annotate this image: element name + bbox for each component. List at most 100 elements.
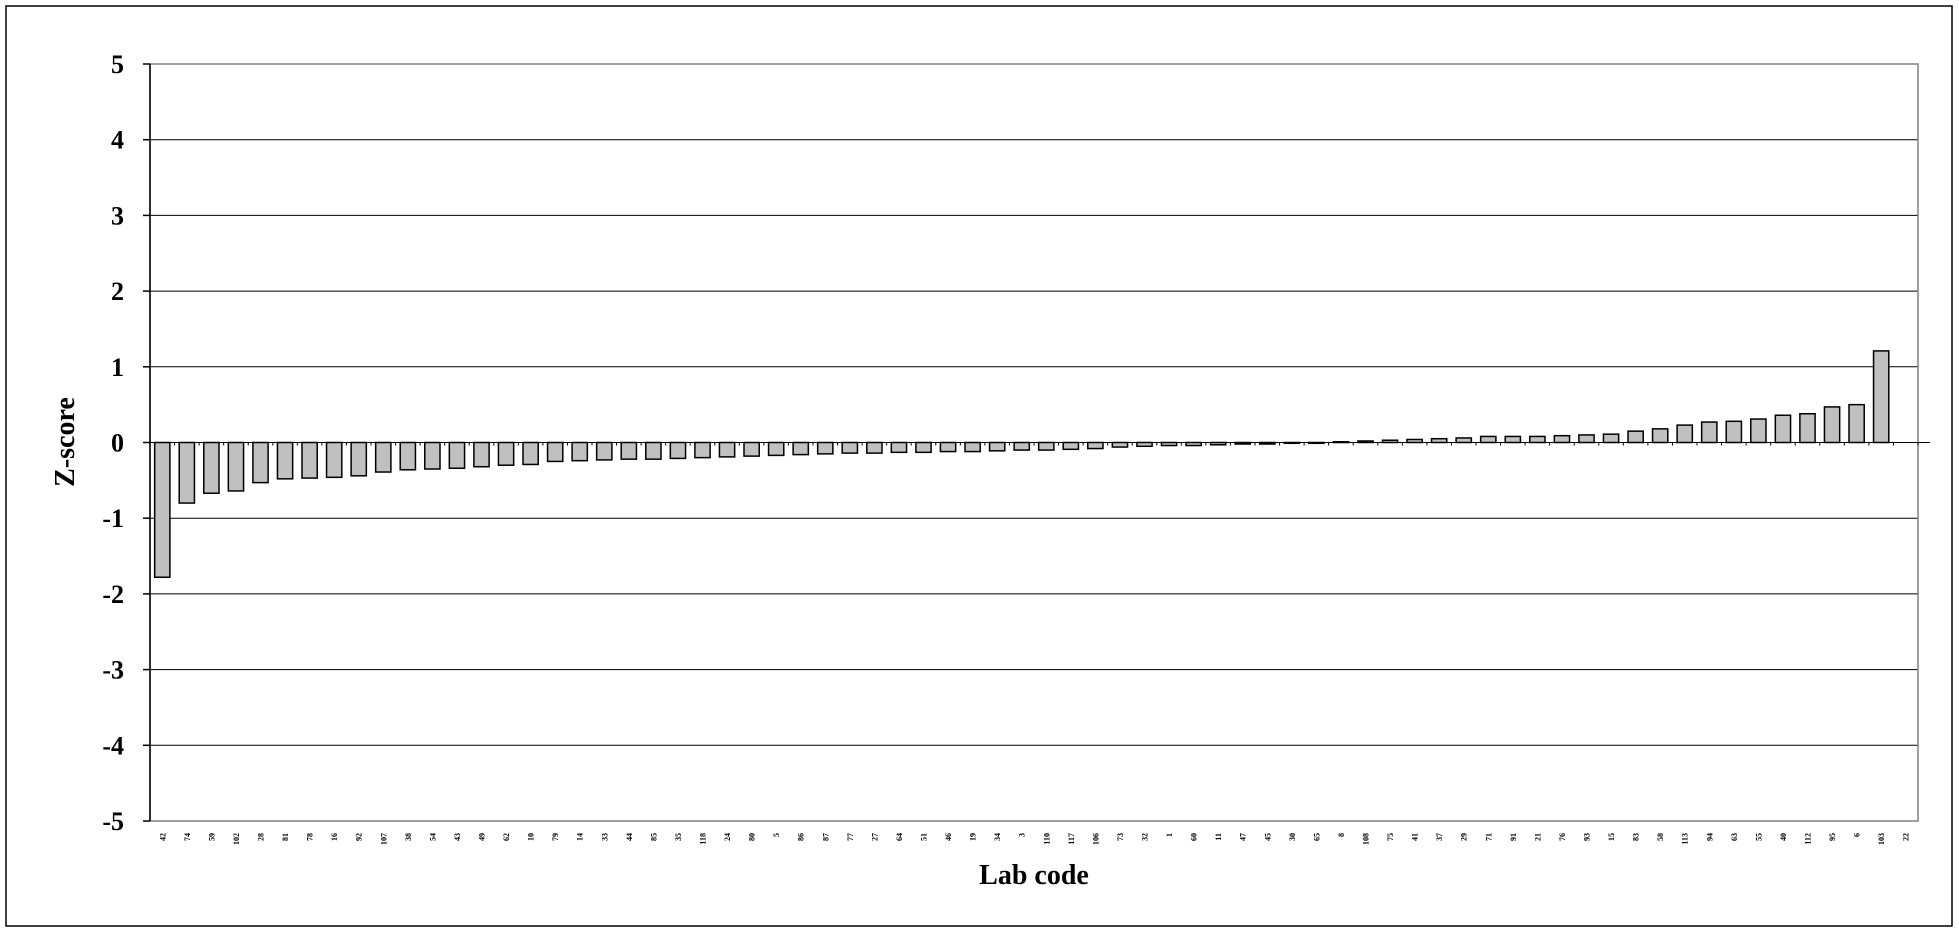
x-tick-label: 34 (993, 833, 1002, 841)
x-tick-label: 93 (1583, 833, 1592, 841)
x-tick-label: 42 (158, 833, 167, 841)
y-tick-label: -1 (102, 504, 124, 533)
x-tick-label: 44 (625, 833, 634, 841)
x-tick-label: 59 (207, 833, 216, 841)
x-tick-label: 85 (649, 833, 658, 841)
bar-lab-10 (522, 441, 539, 466)
bar-lab-106 (1087, 441, 1104, 450)
x-tick-label: 35 (674, 833, 683, 841)
x-axis-tick-labels: 42 74 59 102 28 81 78 16 92 107 38 54 43 49 62 10 79 14 33… (158, 833, 1910, 845)
bar-lab-76 (1553, 434, 1571, 444)
x-tick-label: 74 (183, 833, 192, 841)
x-tick-label: 64 (895, 833, 904, 841)
y-axis-title: Z-score (50, 397, 81, 487)
x-tick-label: 30 (1288, 833, 1297, 841)
bar-lab-118 (694, 441, 711, 459)
y-axis-ticks: 5 4 3 2 1 0 -1 -2 -3 -4 -5 (102, 50, 124, 836)
y-tick-label: 5 (111, 50, 124, 79)
bar-lab-78 (301, 441, 318, 479)
bar-lab-58 (1651, 428, 1669, 444)
bar-lab-93 (1578, 434, 1595, 444)
x-tick-label: 107 (379, 833, 388, 845)
bar-lab-40 (1774, 414, 1792, 444)
x-tick-label: 77 (846, 833, 855, 841)
bar-lab-74 (178, 441, 196, 504)
bar-lab-44 (620, 441, 638, 460)
x-tick-label: 75 (1386, 833, 1395, 841)
x-tick-label: 108 (1362, 833, 1371, 845)
bar-lab-59 (203, 441, 220, 494)
x-tick-label: 19 (969, 833, 978, 841)
x-tick-label: 51 (920, 833, 929, 841)
y-tick-label: 0 (111, 429, 124, 458)
y-axis-tick-marks (143, 63, 150, 822)
bar-lab-21 (1529, 435, 1546, 444)
x-tick-label: 71 (1484, 833, 1493, 841)
bar-lab-62 (497, 441, 515, 466)
x-tick-label: 21 (1533, 833, 1542, 841)
bar-lab-24 (718, 441, 736, 458)
y-tick-label: -4 (102, 731, 124, 760)
x-tick-label: 38 (404, 833, 413, 841)
bar-lab-103 (1872, 350, 1890, 444)
x-tick-label: 29 (1460, 833, 1469, 841)
bar-lab-91 (1504, 435, 1522, 444)
bar-lab-63 (1725, 420, 1743, 444)
bar-lab-86 (792, 441, 810, 456)
x-tick-label: 103 (1877, 833, 1886, 845)
x-tick-label: 37 (1435, 833, 1444, 841)
bar-lab-112 (1799, 412, 1816, 444)
x-tick-label: 47 (1239, 833, 1248, 841)
x-tick-label: 16 (330, 833, 339, 841)
bar-lab-85 (645, 441, 662, 460)
x-tick-label: 11 (1214, 833, 1223, 841)
bar-lab-5 (767, 441, 785, 457)
bar-lab-16 (325, 441, 343, 479)
x-tick-label: 73 (1116, 833, 1125, 841)
x-tick-label: 92 (355, 833, 364, 841)
x-tick-label: 94 (1705, 833, 1714, 841)
bar-lab-92 (350, 441, 368, 477)
x-tick-label: 40 (1779, 833, 1788, 841)
x-tick-label: 102 (232, 833, 241, 845)
bar-lab-117 (1062, 441, 1080, 451)
bar-lab-43 (448, 441, 466, 469)
bar-lab-110 (1037, 441, 1055, 451)
bar-lab-42 (153, 441, 171, 578)
x-axis-title: Lab code (979, 860, 1089, 891)
x-tick-label: 33 (600, 833, 609, 841)
bar-lab-29 (1455, 437, 1473, 444)
bar-lab-6 (1848, 403, 1865, 444)
bar-lab-34 (988, 441, 1006, 452)
y-tick-label: -3 (102, 656, 124, 685)
x-tick-label: 6 (1853, 833, 1862, 837)
x-tick-label: 46 (944, 833, 953, 841)
x-tick-label: 28 (257, 833, 266, 841)
x-tick-label: 55 (1754, 833, 1763, 841)
y-tick-label: -5 (102, 807, 124, 836)
y-tick-label: 2 (111, 277, 124, 306)
bar-lab-113 (1676, 424, 1694, 444)
x-tick-label: 41 (1411, 833, 1420, 841)
x-tick-label: 49 (478, 833, 487, 841)
x-tick-label: 110 (1042, 833, 1051, 845)
x-tick-label: 58 (1656, 833, 1665, 841)
bar-lab-19 (964, 441, 981, 453)
x-tick-label: 3 (1018, 833, 1027, 837)
x-tick-label: 15 (1607, 833, 1616, 841)
x-tick-label: 112 (1804, 833, 1813, 845)
zero-baseline-ticks (149, 442, 1919, 446)
bar-lab-102 (227, 441, 245, 492)
x-tick-label: 80 (748, 833, 757, 841)
x-tick-label: 106 (1091, 833, 1100, 845)
x-tick-label: 1 (1165, 833, 1174, 837)
x-tick-label: 60 (1190, 833, 1199, 841)
x-tick-label: 14 (576, 833, 585, 841)
x-tick-label: 5 (772, 833, 781, 837)
bar-lab-87 (816, 441, 834, 455)
x-tick-label: 91 (1509, 833, 1518, 841)
bar-lab-51 (915, 441, 932, 454)
x-tick-label: 62 (502, 833, 511, 841)
